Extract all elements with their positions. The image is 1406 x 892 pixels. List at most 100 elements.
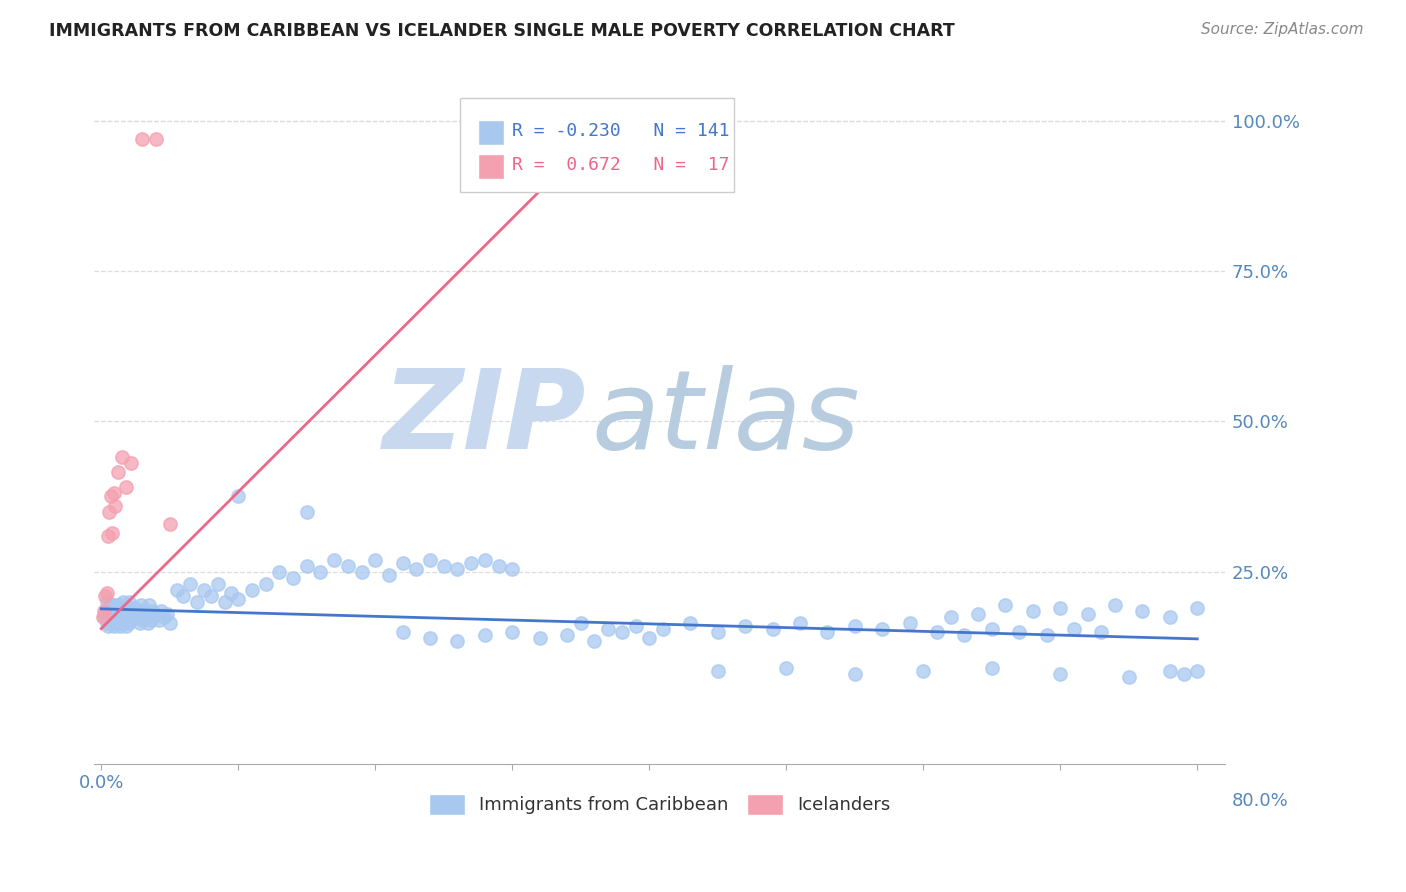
- Point: [1063, 622, 1085, 636]
- Point: [120, 457, 142, 471]
- Point: [100, 615, 122, 630]
- Point: [254, 576, 277, 591]
- Point: [108, 613, 131, 627]
- Text: IMMIGRANTS FROM CARIBBEAN VS ICELANDER SINGLE MALE POVERTY CORRELATION CHART: IMMIGRANTS FROM CARIBBEAN VS ICELANDER S…: [49, 22, 955, 40]
- Point: [939, 609, 962, 624]
- Point: [103, 486, 125, 500]
- Point: [101, 604, 124, 618]
- Point: [200, 589, 222, 603]
- Point: [1159, 664, 1181, 678]
- Point: [132, 604, 155, 618]
- Point: [1132, 604, 1154, 618]
- Point: [111, 600, 134, 615]
- Point: [98, 504, 121, 518]
- Point: [145, 607, 167, 621]
- Point: [844, 618, 866, 632]
- Point: [912, 664, 935, 678]
- Point: [994, 598, 1017, 612]
- Point: [96, 615, 118, 630]
- Point: [295, 504, 318, 518]
- Point: [150, 604, 173, 618]
- Point: [115, 618, 138, 632]
- Point: [529, 631, 551, 645]
- Point: [91, 609, 114, 624]
- Text: 80.0%: 80.0%: [1232, 791, 1288, 810]
- Point: [501, 561, 523, 575]
- Point: [159, 516, 181, 531]
- Point: [815, 624, 838, 639]
- Point: [100, 490, 122, 504]
- Point: [103, 598, 125, 612]
- Point: [148, 613, 170, 627]
- Point: [166, 582, 188, 597]
- Text: R =  0.672   N =  17: R = 0.672 N = 17: [512, 155, 730, 174]
- Point: [419, 631, 441, 645]
- Point: [98, 604, 121, 618]
- Point: [94, 589, 117, 603]
- Point: [159, 615, 181, 630]
- Point: [679, 615, 702, 630]
- Legend: Immigrants from Caribbean, Icelanders: Immigrants from Caribbean, Icelanders: [419, 785, 900, 824]
- Point: [115, 604, 138, 618]
- Point: [142, 609, 165, 624]
- Point: [953, 628, 976, 642]
- Point: [112, 615, 135, 630]
- Point: [100, 598, 122, 612]
- Point: [474, 552, 496, 566]
- Text: atlas: atlas: [592, 365, 860, 472]
- Point: [1022, 604, 1045, 618]
- Point: [114, 613, 136, 627]
- Point: [96, 585, 118, 599]
- Point: [501, 624, 523, 639]
- Point: [127, 604, 149, 618]
- Point: [1159, 609, 1181, 624]
- Point: [179, 576, 201, 591]
- Point: [488, 558, 510, 573]
- Point: [391, 556, 413, 570]
- Point: [101, 525, 124, 540]
- Point: [110, 598, 132, 612]
- Point: [1049, 600, 1071, 615]
- Point: [97, 618, 120, 632]
- Point: [474, 628, 496, 642]
- Point: [1077, 607, 1099, 621]
- Point: [967, 607, 990, 621]
- Point: [1118, 670, 1140, 684]
- Point: [93, 604, 115, 618]
- Point: [145, 132, 167, 146]
- Point: [583, 633, 606, 648]
- Point: [706, 664, 728, 678]
- Point: [269, 565, 291, 579]
- Text: ZIP: ZIP: [382, 365, 586, 472]
- Point: [761, 622, 783, 636]
- Point: [221, 585, 243, 599]
- Point: [101, 609, 124, 624]
- Text: R = -0.230   N = 141: R = -0.230 N = 141: [512, 121, 730, 139]
- Point: [446, 561, 468, 575]
- Point: [240, 582, 263, 597]
- Point: [131, 613, 153, 627]
- Point: [115, 598, 138, 612]
- Point: [104, 499, 127, 513]
- Point: [925, 624, 948, 639]
- Point: [114, 604, 136, 618]
- Point: [569, 615, 592, 630]
- Point: [120, 604, 142, 618]
- Point: [405, 561, 427, 575]
- Point: [1008, 624, 1031, 639]
- Point: [706, 624, 728, 639]
- Point: [1104, 598, 1126, 612]
- Point: [111, 609, 134, 624]
- Point: [789, 615, 811, 630]
- Point: [980, 661, 1002, 675]
- Point: [104, 613, 127, 627]
- Point: [226, 490, 249, 504]
- Point: [138, 598, 160, 612]
- Point: [153, 609, 176, 624]
- Point: [96, 594, 118, 608]
- Point: [107, 615, 129, 630]
- Point: [419, 552, 441, 566]
- Point: [129, 598, 152, 612]
- Point: [93, 609, 115, 624]
- Point: [110, 618, 132, 632]
